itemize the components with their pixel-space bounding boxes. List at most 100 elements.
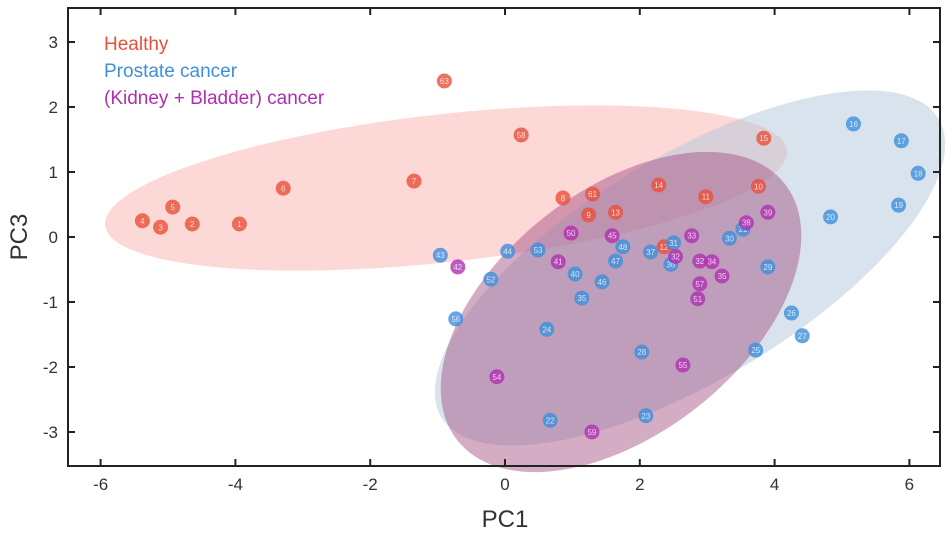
point-label: 53: [534, 246, 543, 255]
data-point: 5: [165, 199, 181, 215]
point-label: 21: [738, 225, 747, 234]
point-label: 37: [646, 248, 655, 257]
data-point: 51: [690, 291, 706, 307]
point-label: 1: [237, 220, 242, 229]
point-marker: [448, 311, 464, 327]
point-label: 23: [641, 412, 650, 421]
data-point: 42: [450, 259, 466, 275]
point-label: 42: [453, 263, 462, 272]
point-marker: [823, 209, 839, 225]
point-marker: [275, 180, 291, 196]
data-point: 32: [668, 249, 684, 264]
data-point: 35: [714, 268, 730, 284]
data-point: 29: [760, 259, 776, 275]
point-marker: [581, 207, 597, 223]
point-label: 58: [517, 131, 526, 140]
data-point: 34: [704, 254, 720, 270]
point-label: 50: [567, 229, 576, 238]
data-point: 53: [530, 242, 546, 258]
point-marker: [666, 235, 681, 251]
data-point: 18: [910, 165, 926, 181]
point-label: 2: [190, 220, 195, 229]
point-marker: [500, 243, 516, 259]
data-point: 35: [574, 290, 590, 306]
point-label: 56: [451, 315, 460, 324]
data-point: 48: [615, 239, 631, 255]
data-point: 16: [845, 116, 861, 132]
data-point: 3: [153, 219, 169, 235]
point-label: 44: [503, 247, 512, 256]
y-tick-label: -1: [43, 293, 58, 312]
point-marker: [714, 268, 730, 284]
point-label: 41: [554, 258, 563, 267]
point-marker: [542, 412, 558, 428]
data-point: 39: [760, 204, 776, 220]
point-marker: [760, 259, 776, 275]
x-tick-label: -4: [228, 475, 243, 494]
data-point: 52: [483, 271, 499, 287]
data-point: 38: [738, 215, 754, 231]
data-point: 4: [134, 213, 150, 229]
point-label: 22: [546, 416, 555, 425]
data-point: 14: [651, 177, 667, 193]
x-tick-label: 2: [635, 475, 644, 494]
point-label: 4: [140, 217, 145, 226]
data-point: 50: [563, 225, 579, 241]
x-tick-label: 4: [770, 475, 779, 494]
data-point: 63: [436, 73, 452, 89]
point-marker: [513, 127, 529, 143]
point-label: 5: [170, 203, 175, 212]
point-label: 45: [608, 232, 617, 241]
data-point: 32: [692, 253, 708, 269]
y-tick-label: 3: [49, 33, 58, 52]
point-label: 34: [707, 258, 716, 267]
data-point: 25: [748, 342, 764, 358]
point-label: 11: [702, 193, 711, 202]
data-point: 2: [184, 216, 200, 232]
point-label: 59: [587, 428, 596, 437]
point-label: 14: [654, 181, 663, 190]
point-label: 48: [618, 243, 627, 252]
point-label: 39: [763, 208, 772, 217]
point-marker: [692, 253, 708, 269]
point-marker: [184, 216, 200, 232]
y-axis-label: PC3: [6, 214, 33, 261]
x-tick-label: -6: [93, 475, 108, 494]
confidence-ellipses: [104, 90, 946, 473]
point-marker: [760, 204, 776, 220]
data-point: 46: [594, 274, 610, 290]
data-point: 17: [893, 133, 909, 149]
point-label: 57: [695, 280, 704, 289]
point-label: 25: [751, 346, 760, 355]
point-marker: [436, 73, 452, 89]
point-marker: [893, 133, 909, 149]
legend: Healthy Prostate cancer (Kidney + Bladde…: [104, 34, 325, 109]
point-marker: [704, 254, 720, 270]
y-tick-label: -3: [43, 423, 58, 442]
point-label: 27: [798, 332, 807, 341]
point-label: 26: [787, 309, 796, 318]
point-marker: [608, 253, 624, 269]
point-marker: [748, 342, 764, 358]
point-marker: [608, 204, 624, 220]
point-marker: [690, 291, 706, 307]
ellipse-1: [434, 90, 946, 446]
point-label: 13: [611, 208, 620, 217]
point-marker: [738, 215, 754, 231]
x-tick-label: 6: [905, 475, 914, 494]
point-marker: [450, 259, 466, 275]
point-marker: [539, 321, 555, 337]
y-tick-label: 0: [49, 228, 58, 247]
data-point: 57: [692, 276, 708, 292]
y-tick-label: 2: [49, 98, 58, 117]
point-marker: [406, 173, 422, 189]
data-point: 61: [585, 186, 601, 202]
data-point: 13: [608, 204, 624, 220]
point-label: 40: [571, 270, 580, 279]
point-marker: [794, 328, 810, 344]
data-point: 6: [275, 180, 291, 196]
point-marker: [668, 249, 684, 264]
point-marker: [563, 225, 579, 241]
point-label: 6: [281, 184, 286, 193]
